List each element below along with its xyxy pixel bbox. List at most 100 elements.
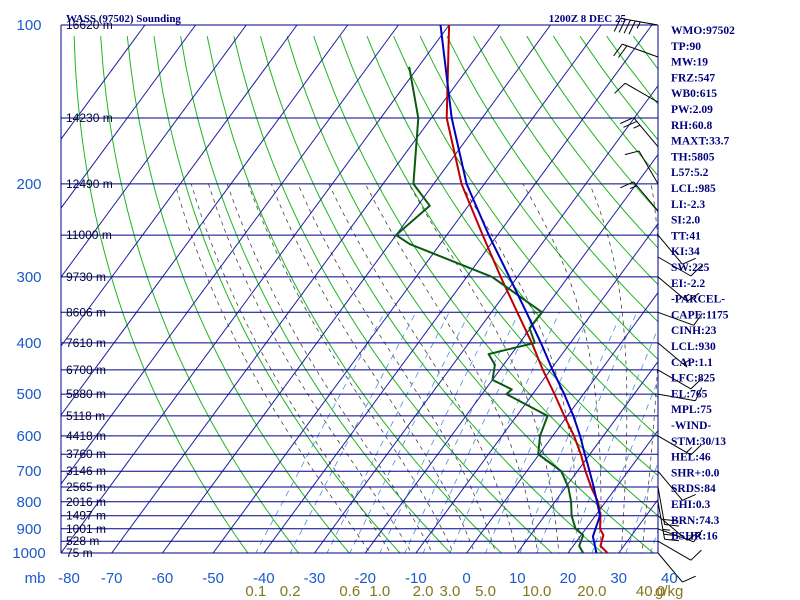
moist-adiabat	[247, 183, 454, 553]
moist-adiabat	[226, 183, 433, 553]
chart-frame	[60, 24, 659, 554]
pressure-tick-label: 100	[16, 17, 41, 34]
index-line: PW:2.09	[671, 104, 713, 116]
isotherm	[61, 25, 247, 278]
height-label: 11000 m	[66, 228, 112, 242]
moist-adiabat	[297, 183, 497, 553]
dry-adiabat	[419, 35, 658, 361]
wind-barb	[657, 515, 700, 541]
mixing-ratio-label: 20.0	[577, 583, 606, 600]
index-line: SW:225	[671, 262, 710, 274]
index-line: EI:-2.2	[671, 278, 705, 290]
index-line: BRN:74.3	[671, 515, 719, 527]
index-line: WMO:97502	[671, 25, 735, 37]
dry-adiabat	[153, 36, 401, 553]
temperature-tick-label: -10	[405, 570, 427, 587]
dry-adiabat	[473, 35, 658, 286]
isotherm	[263, 25, 653, 553]
index-line: WB0:615	[671, 88, 717, 100]
isotherm	[720, 25, 800, 553]
isotherm	[61, 25, 146, 140]
pressure-tick-label: 700	[16, 463, 41, 480]
wind-barb	[614, 82, 659, 103]
index-line: SHR+:0.0	[671, 467, 720, 479]
isotherm	[466, 291, 658, 553]
wind-barb	[613, 17, 659, 35]
mixing-ratio-label: 2.0	[413, 583, 434, 600]
moist-adiabat	[408, 183, 560, 553]
height-label: 3146 m	[66, 464, 106, 478]
dry-adiabat	[286, 36, 655, 553]
index-line: TT:41	[671, 230, 701, 242]
pressure-tick-label: 900	[16, 521, 41, 538]
isotherm	[516, 360, 658, 553]
dry-adiabat	[499, 35, 658, 249]
height-label: 8606 m	[66, 305, 106, 319]
moist-adiabat	[270, 183, 476, 553]
dry-adiabat	[793, 36, 800, 564]
height-label: 16620 m	[66, 18, 113, 32]
pressure-tick-label: 200	[16, 176, 41, 193]
wind-barb	[657, 234, 696, 265]
index-line: MW:19	[671, 57, 708, 69]
moist-adiabat	[328, 183, 518, 553]
mixing-ratio-line	[519, 312, 623, 553]
moist-adiabat	[174, 183, 371, 553]
mixing-ratio-label: 0.1	[245, 583, 266, 600]
wind-barb	[657, 528, 703, 543]
index-line: EHI:0.3	[671, 499, 711, 511]
isotherm	[415, 222, 658, 553]
temperature-tick-label: -70	[101, 570, 123, 587]
height-label: 4418 m	[66, 429, 106, 443]
isotherm	[567, 429, 658, 553]
mixing-ratio-label: 0.2	[280, 583, 301, 600]
dry-adiabat	[180, 36, 452, 553]
wind-barb	[613, 43, 659, 58]
dry-adiabat	[766, 36, 800, 564]
wind-barb	[624, 150, 659, 185]
pressure-tick-label: 300	[16, 269, 41, 286]
index-line: LCL:930	[671, 341, 716, 353]
dry-adiabat	[126, 36, 350, 553]
temperature-tick-label: -60	[152, 570, 174, 587]
isotherm	[61, 25, 349, 416]
index-line: -PARCEL-	[671, 294, 725, 306]
isotherm	[212, 25, 602, 553]
index-line: SI:2.0	[671, 215, 700, 227]
index-line: CAPE:1175	[671, 309, 729, 321]
dry-adiabat	[339, 36, 658, 477]
height-label: 1001 m	[66, 522, 106, 536]
index-line: TH:5805	[671, 151, 715, 163]
sounding-line-2	[395, 66, 585, 553]
index-line: CAP:1.1	[671, 357, 713, 369]
height-label: 528 m	[66, 534, 99, 548]
dry-adiabat	[366, 36, 658, 438]
pressure-unit-label: mb	[25, 570, 46, 587]
mixing-ratio-line	[255, 312, 386, 553]
temperature-tick-label: -30	[304, 570, 326, 587]
wind-barb	[657, 486, 680, 527]
temperature-tick-label: -20	[354, 570, 376, 587]
pressure-tick-label: 500	[16, 386, 41, 403]
index-line: RH:60.8	[671, 120, 712, 132]
index-line: STM:30/13	[671, 436, 726, 448]
height-label: 5880 m	[66, 387, 106, 401]
isotherm	[364, 153, 658, 553]
sounding-indices: WMO:97502 TP:90 MW:19 FRZ:547 WB0:615 PW:2.09…	[671, 25, 735, 543]
height-label: 6700 m	[66, 363, 106, 377]
moist-adiabat	[589, 183, 628, 553]
isotherm	[161, 25, 551, 553]
mixing-ratio-label: 40.0	[636, 583, 665, 600]
dry-adiabat	[100, 36, 300, 553]
dry-adiabat	[73, 36, 249, 553]
height-label: 1497 m	[66, 509, 106, 523]
wind-barb	[657, 342, 690, 368]
isotherm	[61, 25, 450, 553]
index-line: LFC:825	[671, 373, 715, 385]
temperature-tick-label: -50	[202, 570, 224, 587]
index-line: CINH:23	[671, 325, 717, 337]
height-label: 2016 m	[66, 495, 106, 509]
moist-adiabat	[641, 183, 658, 553]
mixing-ratio-label: 3.0	[439, 583, 460, 600]
height-label: 7610 m	[66, 336, 106, 350]
